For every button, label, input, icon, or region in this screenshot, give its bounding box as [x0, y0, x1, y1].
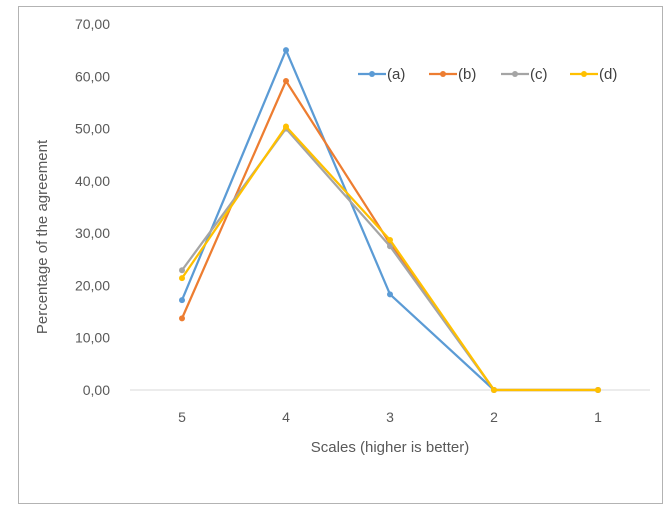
data-point	[283, 123, 289, 129]
x-tick-label: 1	[594, 409, 602, 425]
series-line	[182, 81, 598, 390]
x-tick-label: 3	[386, 409, 394, 425]
y-tick-label: 30,00	[75, 225, 110, 241]
y-tick-label: 20,00	[75, 277, 110, 293]
data-point	[179, 297, 185, 303]
x-axis-ticks: 5 4 3 2 1	[178, 409, 602, 425]
series-line	[182, 50, 598, 390]
y-tick-label: 0,00	[83, 382, 110, 398]
data-point	[387, 291, 393, 297]
legend-item: (a)	[358, 66, 405, 83]
legend-marker	[512, 71, 518, 77]
data-point	[387, 237, 393, 243]
series-d	[179, 123, 601, 393]
y-axis-title: Percentage of the agreement	[34, 139, 51, 334]
y-tick-label: 70,00	[75, 16, 110, 32]
series-b	[179, 78, 601, 393]
y-axis-ticks: 0,00 10,00 20,00 30,00 40,00 50,00 60,00 70,00	[75, 16, 110, 398]
y-tick-label: 50,00	[75, 121, 110, 137]
legend-label: (c)	[530, 66, 548, 83]
series-line	[182, 126, 598, 390]
data-point	[179, 315, 185, 321]
legend-label: (b)	[458, 66, 476, 83]
x-tick-label: 4	[282, 409, 290, 425]
legend-label: (d)	[599, 66, 617, 83]
x-axis-title: Scales (higher is better)	[311, 439, 469, 456]
series-layer	[179, 47, 601, 393]
legend-marker	[440, 71, 446, 77]
y-tick-label: 10,00	[75, 330, 110, 346]
legend-item: (d)	[570, 66, 617, 83]
series-a	[179, 47, 601, 393]
data-point	[283, 78, 289, 84]
legend-marker	[581, 71, 587, 77]
legend-marker	[369, 71, 375, 77]
series-line	[182, 129, 598, 390]
data-point	[179, 275, 185, 281]
data-point	[491, 387, 497, 393]
legend-label: (a)	[387, 66, 405, 83]
x-tick-label: 5	[178, 409, 186, 425]
legend-item: (b)	[429, 66, 476, 83]
data-point	[595, 387, 601, 393]
x-tick-label: 2	[490, 409, 498, 425]
legend-item: (c)	[501, 66, 548, 83]
legend: (a) (b) (c) (d)	[358, 66, 617, 83]
y-tick-label: 40,00	[75, 173, 110, 189]
y-tick-label: 60,00	[75, 68, 110, 84]
data-point	[283, 47, 289, 53]
data-point	[179, 267, 185, 273]
series-c	[179, 126, 601, 393]
